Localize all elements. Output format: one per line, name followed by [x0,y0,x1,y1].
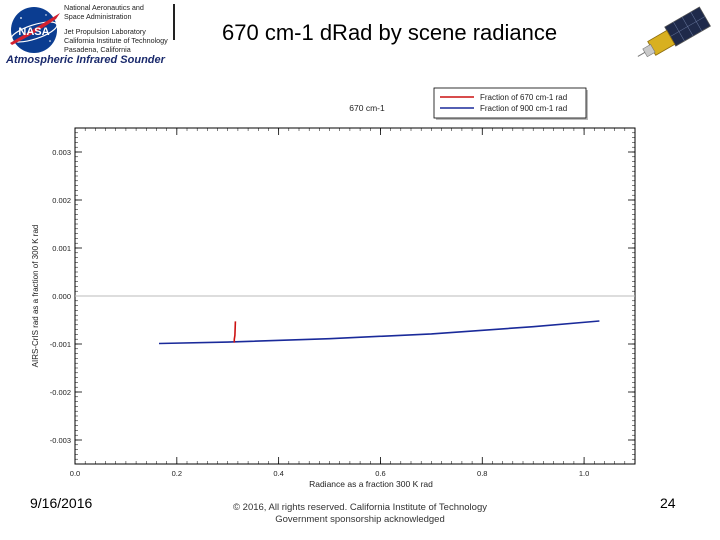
series-line [233,321,237,343]
x-tick-label: 0.2 [172,469,182,478]
program-name: Atmospheric Infrared Sounder [6,54,165,66]
page-number: 24 [660,495,676,511]
x-axis-label: Radiance as a fraction 300 K rad [309,479,433,489]
series-line [158,320,600,345]
org-line: California Institute of Technology [64,35,168,45]
org-line: Space Administration [64,12,132,22]
chart: 0.003 0.002 0.001 0.000 -0.001 -0.002 -0.003 0.… [31,87,636,489]
legend-label: Fraction of 900 cm-1 rad [480,104,567,113]
x-tick-label: 0.6 [375,469,385,478]
y-tick-label: -0.001 [50,340,71,349]
org-line: Jet Propulsion Laboratory [64,26,146,36]
y-tick-label: 0.002 [52,196,71,205]
slide-title: 670 cm-1 dRad by scene radiance [222,20,558,45]
footer-date: 9/16/2016 [30,495,93,511]
y-axis-label: AIRS-CrIS rad as a fraction of 300 K rad [31,225,40,368]
org-line: Pasadena, California [64,45,131,55]
legend-box [433,87,587,119]
satellite-icon [637,6,711,58]
header-divider [173,4,175,40]
nasa-logo-icon: NASA [10,7,60,53]
y-tick-label: 0.001 [52,244,71,253]
y-tick-label: -0.003 [50,436,71,445]
footer-copyright: © 2016, All rights reserved. California … [214,502,506,526]
nasa-logo-text: NASA [18,26,49,38]
chart-title: 670 cm-1 [349,103,385,113]
y-tick-label: 0.000 [52,292,71,301]
org-line: National Aeronautics and [64,3,144,12]
legend-label: Fraction of 670 cm-1 rad [480,93,567,102]
x-tick-label: 0.0 [70,469,80,478]
x-tick-label: 0.4 [273,469,283,478]
x-tick-label: 1.0 [579,469,589,478]
x-tick-label: 0.8 [477,469,487,478]
copyright-line: © 2016, All rights reserved. California … [233,502,487,513]
organization-lines: National Aeronautics and Space Administr… [64,3,184,54]
copyright-line: Government sponsorship acknowledged [275,514,445,525]
y-tick-label: 0.003 [52,148,71,157]
y-tick-label: -0.002 [50,388,71,397]
